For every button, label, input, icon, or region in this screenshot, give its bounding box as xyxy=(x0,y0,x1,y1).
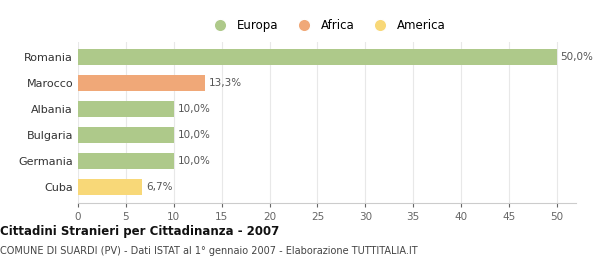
Text: 10,0%: 10,0% xyxy=(178,104,211,114)
Text: 10,0%: 10,0% xyxy=(178,130,211,140)
Text: COMUNE DI SUARDI (PV) - Dati ISTAT al 1° gennaio 2007 - Elaborazione TUTTITALIA.: COMUNE DI SUARDI (PV) - Dati ISTAT al 1°… xyxy=(0,246,418,256)
Bar xyxy=(78,101,174,117)
Bar xyxy=(78,49,557,65)
Text: 10,0%: 10,0% xyxy=(178,156,211,166)
Bar xyxy=(78,179,142,196)
Text: 13,3%: 13,3% xyxy=(209,78,242,88)
Bar xyxy=(78,75,205,91)
Text: 50,0%: 50,0% xyxy=(560,52,593,62)
Bar xyxy=(78,153,174,170)
Legend: Europa, Africa, America: Europa, Africa, America xyxy=(208,20,446,32)
Bar xyxy=(78,127,174,143)
Text: Cittadini Stranieri per Cittadinanza - 2007: Cittadini Stranieri per Cittadinanza - 2… xyxy=(0,225,279,238)
Text: 6,7%: 6,7% xyxy=(146,182,172,192)
